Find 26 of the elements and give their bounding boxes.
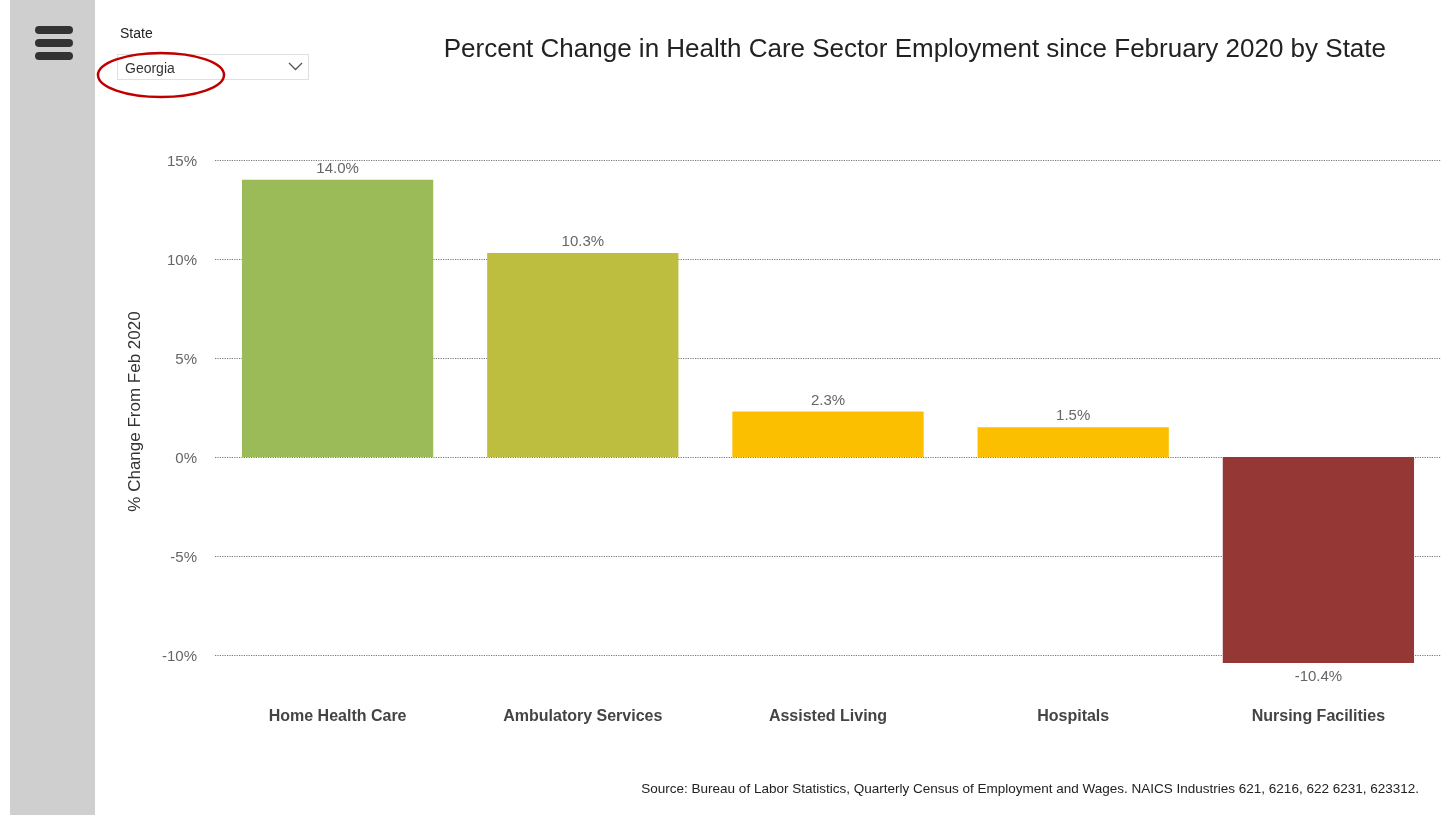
- x-tick-label: Nursing Facilities: [1251, 706, 1386, 724]
- bar: [977, 427, 1169, 458]
- y-tick-label: -10%: [161, 646, 197, 664]
- dropdown-field: Georgia: [117, 54, 309, 80]
- x-tick-label: Ambulatory Services: [503, 706, 663, 724]
- data-label: 10.3%: [561, 232, 605, 250]
- source-note: Source: Bureau of Labor Statistics, Quarterly Census of Employment and Wages. NAICS Industries 621, 6216, 622 6231, 623312.: [641, 781, 1419, 796]
- bar: [241, 179, 434, 458]
- y-tick-label: 0%: [175, 448, 197, 466]
- y-tick-label: 15%: [166, 151, 197, 169]
- text: State: [120, 25, 153, 41]
- data-label: -10.4%: [1294, 667, 1343, 684]
- y-axis-title: % Change From Feb 2020: [125, 311, 144, 512]
- data-label: 1.5%: [1056, 406, 1091, 424]
- data-label: 2.3%: [810, 390, 846, 408]
- x-tick-label: Home Health Care: [268, 706, 407, 724]
- x-tick-label: Hospitals: [1037, 706, 1110, 724]
- data-label: 14.0%: [316, 158, 359, 176]
- y-tick-label: 5%: [175, 349, 197, 367]
- bar: [732, 411, 924, 458]
- bar: [1222, 457, 1415, 663]
- bar: [487, 253, 679, 458]
- chart-title: Percent Change in Health Care Sector Employment since February 2020 by State: [443, 33, 1387, 63]
- x-tick-label: Assisted Living: [768, 706, 888, 724]
- y-tick-label: -5%: [170, 547, 197, 565]
- y-tick-label: 10%: [166, 250, 197, 268]
